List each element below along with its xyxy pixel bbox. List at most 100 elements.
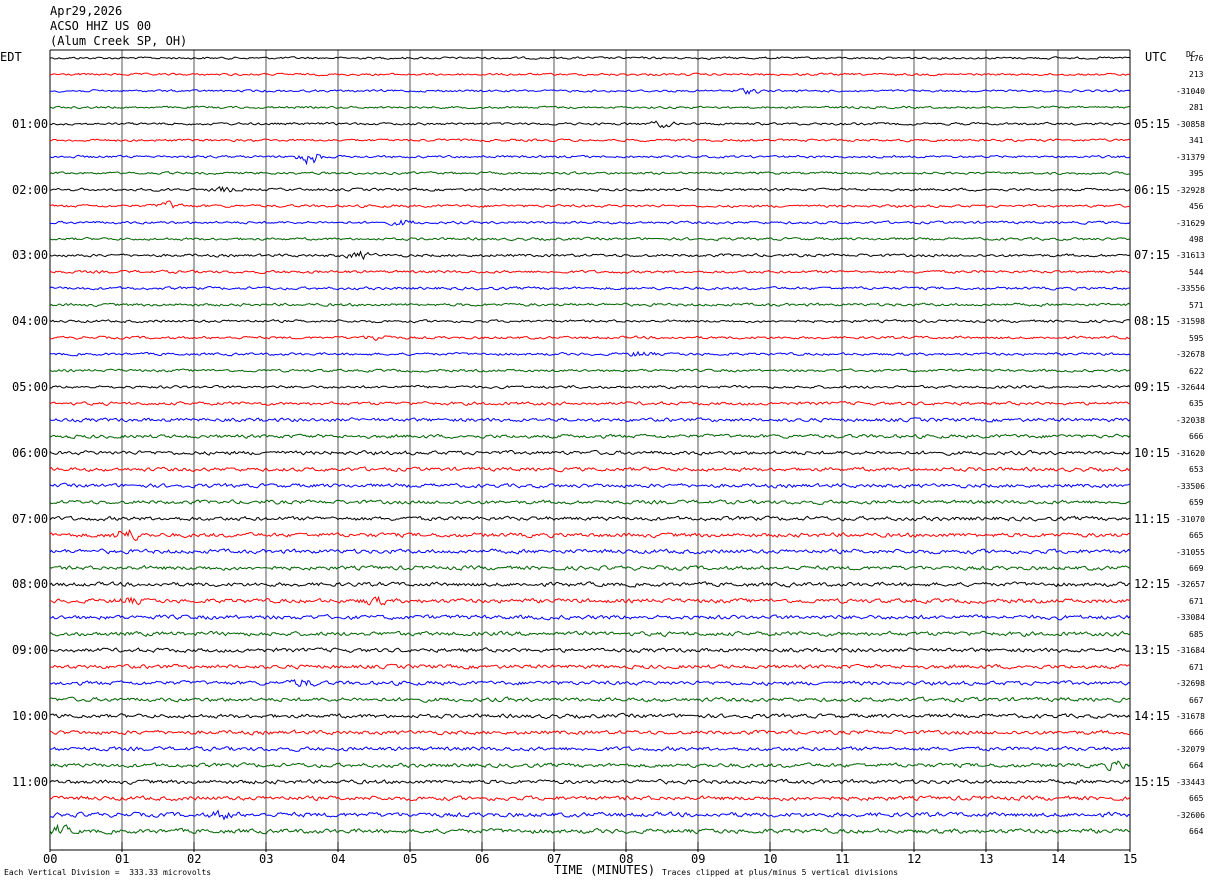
dc-offset-label: -30858	[1176, 119, 1205, 129]
x-tick-label: 15	[1123, 852, 1138, 866]
dc-offset-label: 666	[1189, 728, 1204, 738]
trace-row-28	[49, 515, 1131, 522]
left-hour-label: 09:00	[12, 643, 49, 658]
trace-row-18	[49, 350, 1131, 357]
dc-offset-label: -31598	[1176, 317, 1205, 327]
scale-note: Each Vertical Division = 333.33 microvol…	[4, 868, 212, 877]
trace-row-29	[49, 528, 1131, 541]
dc-offset-label: 685	[1189, 629, 1204, 639]
trace-row-15	[49, 302, 1131, 308]
dc-offset-label: -31684	[1176, 646, 1205, 656]
trace-row-32	[49, 581, 1131, 588]
dc-offset-label: 498	[1189, 234, 1204, 244]
x-tick-label: 01	[115, 852, 130, 866]
dc-offset-label: -31040	[1176, 86, 1205, 96]
seismic-traces	[49, 56, 1131, 835]
dc-offset-label: 571	[1189, 300, 1204, 310]
trace-row-6	[49, 153, 1131, 166]
dc-offset-label: 341	[1189, 136, 1204, 146]
right-hour-label: 07:15	[1134, 248, 1171, 263]
x-tick-label: 10	[763, 852, 778, 866]
x-tick-label: 07	[547, 852, 562, 866]
trace-row-45	[49, 795, 1131, 802]
trace-row-17	[49, 335, 1131, 341]
trace-row-1	[49, 72, 1131, 77]
trace-row-12	[49, 250, 1131, 261]
left-hour-label: 08:00	[12, 577, 49, 592]
dc-offset-label: -33084	[1176, 613, 1205, 623]
left-hour-label: 06:00	[12, 445, 49, 460]
dc-offset-label: 659	[1189, 498, 1204, 508]
x-axis-ticks	[49, 842, 1131, 852]
trace-row-14	[49, 285, 1131, 291]
dc-offset-label: 595	[1189, 333, 1204, 343]
dc-offset-label: 653	[1189, 465, 1204, 475]
right-hour-label: 12:15	[1134, 577, 1171, 592]
dc-offset-label: 456	[1189, 202, 1204, 212]
x-tick-label: 00	[43, 852, 58, 866]
dc-offset-label: 622	[1189, 366, 1204, 376]
right-hour-label: 08:15	[1134, 314, 1171, 329]
right-hour-label: 09:15	[1134, 380, 1171, 394]
right-hour-label: 05:15	[1134, 116, 1171, 131]
trace-row-2	[49, 87, 1131, 95]
dc-offset-label: -31678	[1176, 712, 1205, 721]
dc-offset-label: 635	[1189, 399, 1204, 409]
dc-offset-label: -33443	[1176, 777, 1205, 787]
dc-offset-label: 667	[1189, 695, 1204, 705]
trace-row-34	[50, 614, 1131, 621]
x-tick-label: 13	[979, 852, 994, 866]
trace-row-36	[49, 647, 1131, 654]
dc-offset-label: 671	[1189, 662, 1204, 672]
x-tick-label: 05	[403, 852, 418, 866]
x-tick-label: 06	[475, 852, 490, 866]
right-hour-label: 10:15	[1134, 445, 1171, 460]
trace-row-37	[49, 663, 1131, 670]
right-hour-label: 13:15	[1134, 643, 1171, 658]
dc-offset-label: 395	[1189, 169, 1204, 179]
dc-column-header: DC	[1186, 50, 1196, 59]
trace-row-31	[49, 565, 1131, 571]
trace-row-35	[49, 630, 1131, 638]
dc-offset-label: 671	[1189, 596, 1204, 606]
dc-offset-label: -31070	[1176, 514, 1205, 524]
dc-offset-label: 213	[1189, 70, 1204, 80]
trace-row-23	[49, 433, 1131, 440]
trace-row-0	[49, 56, 1131, 60]
x-tick-label: 12	[907, 852, 922, 866]
trace-row-21	[49, 400, 1130, 407]
trace-row-13	[49, 269, 1131, 275]
dc-offset-label: 281	[1189, 103, 1204, 113]
right-hour-label: 06:15	[1134, 182, 1171, 197]
dc-offset-label: -31629	[1176, 218, 1205, 228]
x-tick-label: 09	[691, 852, 706, 866]
dc-offset-label: -33556	[1176, 284, 1205, 294]
dc-offset-label: 176	[1189, 54, 1204, 63]
trace-row-3	[49, 105, 1131, 110]
trace-row-8	[49, 185, 1131, 193]
left-timezone-label: EDT	[0, 50, 22, 64]
dc-offset-label: -32038	[1176, 415, 1205, 425]
trace-row-22	[49, 417, 1131, 423]
dc-offset-label: -32606	[1176, 810, 1205, 820]
trace-row-4	[49, 120, 1131, 129]
trace-row-41	[49, 729, 1131, 736]
left-hour-label: 04:00	[12, 314, 49, 329]
dc-offset-label: 669	[1189, 563, 1204, 573]
dc-offset-label: -31379	[1176, 152, 1205, 162]
left-hour-label: 01:00	[12, 116, 49, 131]
minute-gridlines	[49, 49, 1131, 850]
trace-row-44	[49, 778, 1131, 785]
dc-offset-label: -32698	[1176, 679, 1205, 689]
dc-offset-label: -32644	[1176, 383, 1205, 392]
x-tick-label: 11	[835, 852, 850, 866]
dc-offset-label: 665	[1189, 531, 1204, 541]
right-hour-label: 11:15	[1134, 511, 1171, 526]
right-hour-label: 15:15	[1134, 774, 1171, 789]
x-tick-label: 02	[187, 852, 202, 866]
left-hour-label: 10:00	[12, 709, 49, 723]
trace-row-24	[49, 449, 1131, 456]
trace-row-19	[49, 368, 1131, 373]
trace-row-38	[49, 679, 1131, 687]
dc-offset-label: -33506	[1176, 481, 1205, 491]
